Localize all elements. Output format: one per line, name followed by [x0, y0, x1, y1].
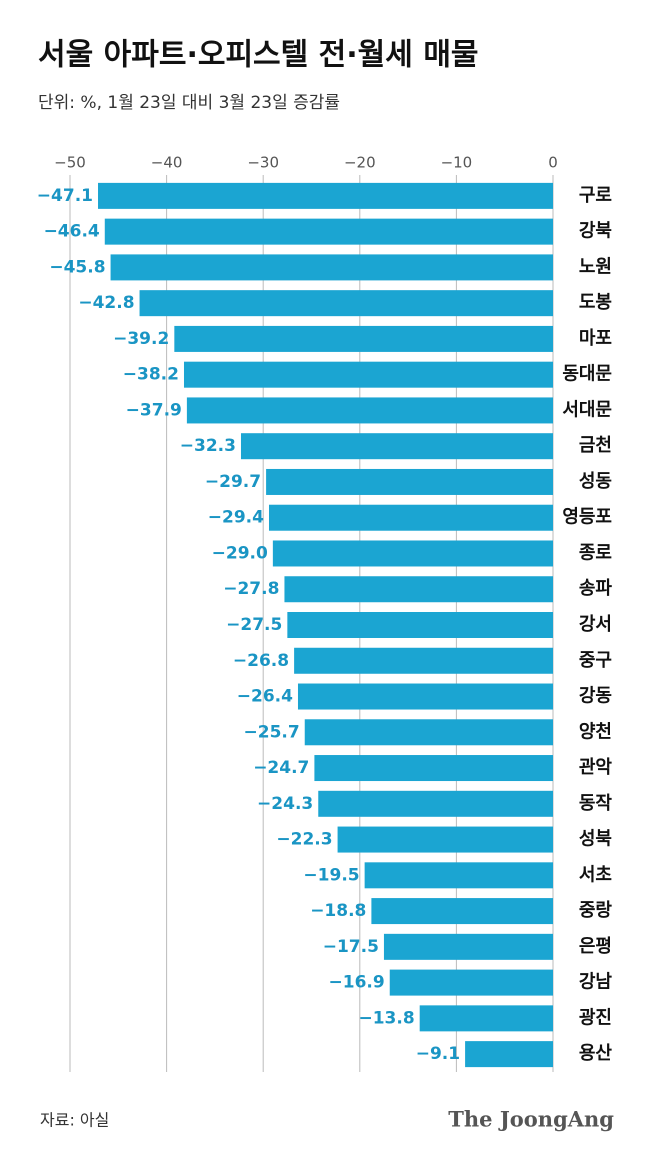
category-label: 동대문 [562, 364, 612, 385]
value-label: −13.8 [358, 1008, 414, 1028]
value-label: −24.3 [257, 794, 313, 814]
category-label: 서초 [579, 864, 612, 885]
x-tick-label: 0 [548, 154, 558, 172]
bar [371, 898, 553, 925]
bar [104, 218, 553, 245]
value-label: −25.7 [244, 722, 300, 742]
category-label: 구로 [579, 185, 612, 206]
value-label: −26.8 [233, 651, 289, 671]
bar [266, 468, 553, 495]
category-label: 영등포 [562, 507, 612, 528]
bar [186, 397, 554, 424]
bar [304, 719, 553, 746]
bar [465, 1041, 553, 1068]
bar [383, 933, 553, 960]
value-label: −26.4 [237, 687, 293, 707]
value-label: −29.7 [205, 472, 261, 492]
value-label: −29.4 [208, 508, 264, 528]
bar [337, 826, 553, 853]
bar [364, 862, 553, 889]
value-label: −45.8 [49, 257, 105, 277]
x-tick-label: −40 [151, 154, 183, 172]
category-label: 강서 [579, 614, 612, 635]
category-label: 강남 [579, 972, 613, 993]
value-label: −32.3 [180, 436, 236, 456]
bar [314, 755, 553, 782]
value-label: −17.5 [323, 937, 379, 957]
bar [419, 1005, 553, 1032]
bar [268, 504, 553, 531]
category-label: 금천 [579, 435, 612, 456]
chart-title: 서울 아파트·오피스텔 전·월세 매물 [38, 38, 479, 73]
bar [110, 254, 554, 281]
value-label: −37.9 [126, 400, 182, 420]
value-label: −46.4 [44, 222, 100, 242]
category-label: 양천 [579, 721, 612, 742]
value-label: −38.2 [123, 365, 179, 385]
bar [284, 576, 553, 603]
source: 자료: 아실 [40, 1111, 109, 1130]
x-tick-label: −20 [344, 154, 376, 172]
category-label: 중구 [579, 650, 612, 671]
value-label: −47.1 [37, 186, 93, 206]
category-label: 종로 [579, 542, 612, 563]
value-label: −16.9 [329, 973, 385, 993]
bar [240, 433, 553, 460]
value-label: −27.5 [226, 615, 282, 635]
category-label: 강북 [579, 221, 612, 242]
value-label: −29.0 [212, 543, 268, 563]
bar [174, 325, 553, 352]
value-label: −42.8 [78, 293, 134, 313]
bar [318, 790, 553, 817]
category-label: 중랑 [579, 900, 613, 921]
chart-subtitle: 단위: %, 1월 23일 대비 3월 23일 증감률 [38, 93, 340, 113]
value-label: −39.2 [113, 329, 169, 349]
category-label: 송파 [579, 578, 613, 599]
category-label: 은평 [579, 936, 612, 957]
category-label: 마포 [579, 328, 612, 349]
value-label: −24.7 [253, 758, 309, 778]
x-tick-label: −30 [247, 154, 279, 172]
category-label: 노원 [579, 256, 612, 277]
x-tick-label: −10 [441, 154, 473, 172]
bar [272, 540, 553, 567]
category-label: 도봉 [579, 292, 612, 313]
bar [139, 290, 553, 317]
category-label: 서대문 [562, 399, 612, 420]
category-label: 광진 [579, 1007, 612, 1028]
category-label: 강동 [579, 686, 612, 707]
bar [294, 647, 553, 674]
category-label: 동작 [579, 793, 613, 814]
bar [183, 361, 553, 388]
category-label: 성동 [579, 471, 612, 492]
bar [297, 683, 553, 710]
bar [287, 612, 553, 638]
brand: The JoongAng [448, 1107, 614, 1132]
category-label: 성북 [579, 829, 612, 850]
value-label: −9.1 [416, 1044, 460, 1064]
x-tick-label: −50 [54, 154, 86, 172]
bar [389, 969, 553, 996]
category-label: 용산 [579, 1043, 613, 1064]
value-label: −18.8 [310, 901, 366, 921]
value-label: −22.3 [276, 830, 332, 850]
value-label: −27.8 [223, 579, 279, 599]
category-label: 관악 [579, 757, 613, 778]
bar [98, 182, 553, 209]
value-label: −19.5 [303, 865, 359, 885]
